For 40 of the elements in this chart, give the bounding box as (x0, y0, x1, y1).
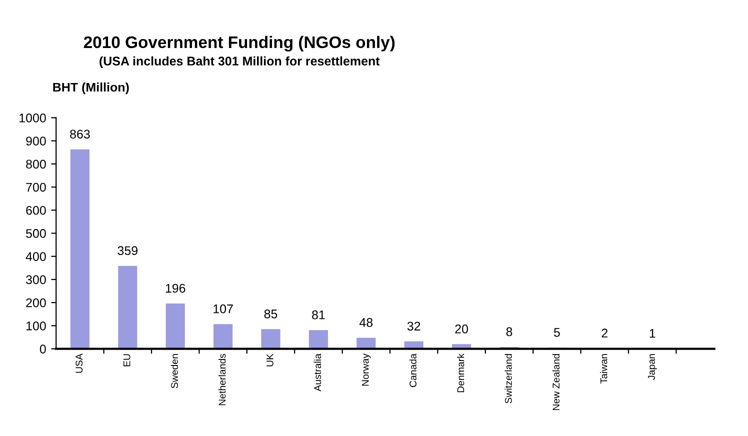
chart-title: 2010 Government Funding (NGOs only) (84, 36, 395, 52)
y-tick-label: 600 (26, 206, 46, 215)
chart-subtitle: (USA includes Baht 301 Million for resettlement (100, 56, 380, 68)
x-tick-label: Netherlands (218, 354, 226, 406)
data-label: 359 (118, 246, 138, 256)
data-label: 196 (166, 284, 186, 293)
x-tick-label: Canada (409, 354, 416, 388)
y-tick-label: 1000 (20, 114, 46, 122)
y-axis-title: BHT (Million) (53, 82, 129, 94)
x-tick-label: Denmark (457, 354, 464, 392)
data-label: 48 (359, 318, 373, 327)
x-tick-label: Switzerland (504, 354, 512, 404)
y-tick-label: 900 (26, 136, 46, 146)
y-tick-label: 0 (40, 344, 46, 354)
data-label: 863 (70, 130, 90, 139)
x-tick-label: New Zealand (552, 354, 560, 410)
data-label: 2 (602, 328, 608, 338)
data-label: 32 (407, 322, 420, 331)
data-label: 8 (506, 327, 512, 336)
data-label: 1 (650, 329, 656, 338)
x-tick-label: Japan (648, 354, 657, 380)
y-tick-label: 400 (26, 252, 46, 262)
x-tick-label: Norway (362, 354, 371, 386)
data-label: 5 (554, 328, 560, 337)
x-tick-label: Sweden (170, 354, 178, 388)
y-tick-label: 300 (26, 275, 46, 284)
data-label: 81 (312, 310, 325, 320)
y-tick-label: 800 (26, 160, 46, 169)
x-tick-label: Taiwan (600, 354, 608, 384)
y-tick-label: 500 (26, 229, 46, 238)
y-tick-label: 700 (26, 182, 46, 192)
data-label: 107 (214, 304, 233, 314)
x-tick-label: USA (76, 354, 83, 373)
x-tick-label: EU (123, 354, 130, 366)
data-label: 20 (455, 324, 468, 334)
data-label: 85 (264, 310, 278, 318)
x-tick-label: Australia (314, 354, 322, 392)
y-tick-label: 200 (26, 298, 46, 308)
x-tick-label: UK (266, 354, 274, 366)
y-tick-label: 100 (26, 321, 46, 330)
